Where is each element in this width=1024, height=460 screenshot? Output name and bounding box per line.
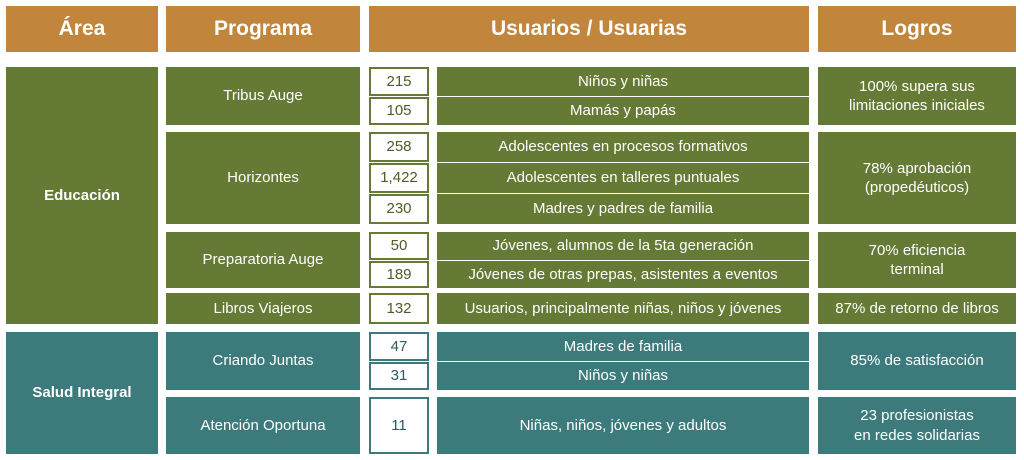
users-cell: Niños y niñas xyxy=(437,67,809,96)
count-cell: 215 xyxy=(369,67,429,96)
program-tribus-auge: Tribus Auge xyxy=(166,67,360,125)
count-cell: 50 xyxy=(369,232,429,260)
header-area: Área xyxy=(6,6,158,52)
users-cell: Mamás y papás xyxy=(437,97,809,125)
logro-atencion-oportuna: 23 profesionistas en redes solidarias xyxy=(818,397,1016,454)
users-cell: Niños y niñas xyxy=(437,362,809,390)
users-cell: Usuarios, principalmente niñas, niños y … xyxy=(437,293,809,324)
users-cell: Madres y padres de familia xyxy=(437,194,809,224)
count-cell: 132 xyxy=(369,293,429,324)
program-criando-juntas: Criando Juntas xyxy=(166,332,360,390)
count-cell: 31 xyxy=(369,362,429,390)
program-atencion-oportuna: Atención Oportuna xyxy=(166,397,360,454)
area-educacion: Educación xyxy=(6,67,158,324)
users-cell: Adolescentes en procesos formativos xyxy=(437,132,809,162)
program-libros-viajeros: Libros Viajeros xyxy=(166,293,360,324)
users-cell: Jóvenes de otras prepas, asistentes a ev… xyxy=(437,261,809,288)
area-salud-integral: Salud Integral xyxy=(6,332,158,454)
logro-horizontes: 78% aprobación (propedéuticos) xyxy=(818,132,1016,224)
count-cell: 47 xyxy=(369,332,429,361)
count-cell: 258 xyxy=(369,132,429,162)
program-preparatoria-auge: Preparatoria Auge xyxy=(166,232,360,288)
logro-criando-juntas: 85% de satisfacción xyxy=(818,332,1016,390)
header-usuarios: Usuarios / Usuarias xyxy=(369,6,809,52)
logro-preparatoria-auge: 70% eficiencia terminal xyxy=(818,232,1016,288)
users-cell: Jóvenes, alumnos de la 5ta generación xyxy=(437,232,809,260)
users-cell: Adolescentes en talleres puntuales xyxy=(437,163,809,193)
count-cell: 11 xyxy=(369,397,429,454)
users-cell: Niñas, niños, jóvenes y adultos xyxy=(437,397,809,454)
users-cell: Madres de familia xyxy=(437,332,809,361)
program-horizontes: Horizontes xyxy=(166,132,360,224)
count-cell: 1,422 xyxy=(369,163,429,193)
header-logros: Logros xyxy=(818,6,1016,52)
count-cell: 105 xyxy=(369,97,429,125)
logro-tribus-auge: 100% supera sus limitaciones iniciales xyxy=(818,67,1016,125)
count-cell: 230 xyxy=(369,194,429,224)
header-programa: Programa xyxy=(166,6,360,52)
logro-libros-viajeros: 87% de retorno de libros xyxy=(818,293,1016,324)
count-cell: 189 xyxy=(369,261,429,288)
